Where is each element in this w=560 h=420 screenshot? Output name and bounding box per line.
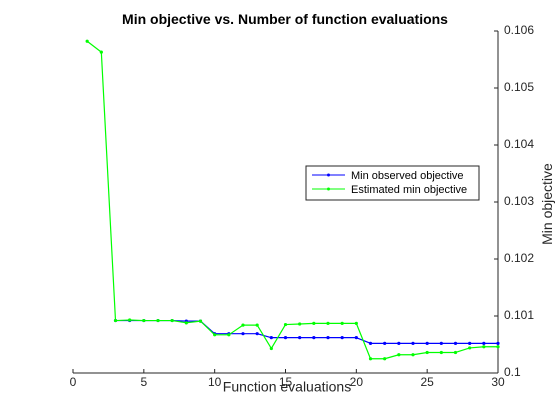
legend-marker-estimated-min	[327, 187, 330, 191]
x-tick-label-2: 10	[208, 375, 222, 389]
data-point-estimated-min-15	[298, 322, 302, 326]
data-point-estimated-min-26	[453, 350, 458, 355]
x-axis-label: Function evaluations	[223, 378, 351, 394]
y-tick-label-0: 0.1	[504, 365, 521, 379]
data-point-estimated-min-27	[468, 346, 472, 350]
data-point-estimated-min-6	[170, 318, 174, 323]
data-point-estimated-min-5	[156, 318, 160, 323]
y-axis-label: Min objective	[539, 163, 555, 245]
data-point-min-observed-11	[269, 336, 273, 340]
series-line-min-observed	[115, 319, 498, 344]
legend-box	[305, 165, 480, 201]
data-point-min-observed-21	[411, 341, 415, 345]
y-tick-label-6: 0.106	[504, 23, 534, 37]
data-point-estimated-min-13	[269, 346, 273, 351]
data-point-estimated-min-18	[340, 321, 344, 326]
data-point-estimated-min-17	[326, 321, 330, 326]
data-point-min-observed-18	[368, 341, 373, 345]
y-tick-label-4: 0.104	[504, 137, 534, 151]
data-point-min-observed-12	[283, 336, 288, 340]
data-point-estimated-min-3	[128, 318, 132, 322]
data-point-estimated-min-7	[184, 321, 188, 325]
data-point-min-observed-13	[298, 336, 302, 340]
series-line-estimated-min	[86, 40, 498, 360]
data-point-min-observed-9	[241, 332, 245, 336]
series-estimated-min	[85, 39, 500, 361]
data-point-estimated-min-14	[283, 322, 288, 327]
data-point-estimated-min-21	[383, 357, 387, 361]
data-point-estimated-min-8	[198, 319, 203, 323]
data-point-estimated-min-2	[113, 318, 118, 323]
data-point-estimated-min-23	[411, 353, 415, 357]
data-point-estimated-min-4	[142, 318, 146, 323]
y-tick-label-5: 0.105	[504, 80, 534, 94]
legend[interactable]: Min observed objective Estimated min obj…	[305, 165, 480, 201]
data-point-estimated-min-29	[496, 345, 500, 349]
y-tick-label-3: 0.103	[504, 194, 534, 208]
legend-marker-min-observed	[327, 173, 330, 177]
data-point-min-observed-16	[340, 336, 344, 340]
x-tick-label-6: 30	[491, 375, 505, 389]
x-tick-label-4: 20	[350, 375, 364, 389]
data-point-min-observed-25	[468, 341, 472, 345]
chart-title: Min objective vs. Number of function eva…	[122, 11, 448, 27]
data-point-estimated-min-25	[439, 350, 443, 355]
data-point-estimated-min-20	[368, 357, 373, 361]
data-point-min-observed-23	[439, 341, 443, 345]
x-ticks: 0 5 10 15 20 25 30	[70, 369, 505, 389]
data-point-min-observed-17	[354, 336, 358, 340]
data-point-estimated-min-16	[312, 321, 316, 326]
data-point-min-observed-10	[255, 332, 259, 336]
x-tick-label-5: 25	[420, 375, 434, 389]
data-point-estimated-min-10	[227, 333, 231, 337]
data-point-estimated-min-12	[255, 323, 259, 327]
data-point-estimated-min-24	[425, 350, 429, 355]
data-point-min-observed-26	[482, 341, 486, 345]
data-point-min-observed-15	[326, 336, 330, 340]
data-point-estimated-min-11	[241, 323, 245, 327]
data-point-estimated-min-19	[354, 321, 358, 326]
data-point-min-observed-14	[312, 336, 316, 340]
data-point-estimated-min-0	[85, 39, 89, 43]
data-point-estimated-min-22	[397, 353, 401, 357]
plot-area	[73, 31, 498, 373]
data-point-min-observed-24	[453, 341, 458, 345]
y-ticks: 0.1 0.101 0.102 0.103 0.104 0.105 0.106	[494, 23, 534, 379]
x-tick-label-0: 0	[70, 375, 77, 389]
legend-label-min-observed: Min observed objective	[351, 170, 464, 182]
data-point-min-observed-22	[425, 341, 429, 345]
data-point-min-observed-27	[496, 341, 500, 345]
data-point-estimated-min-28	[482, 345, 486, 349]
y-tick-label-2: 0.102	[504, 251, 534, 265]
data-point-estimated-min-9	[213, 333, 217, 337]
x-tick-label-1: 5	[140, 375, 147, 389]
legend-label-estimated-min: Estimated min objective	[351, 184, 467, 196]
data-point-min-observed-19	[383, 341, 387, 345]
x-tick-label-3: 15	[279, 375, 293, 389]
series-layer	[85, 39, 500, 361]
y-tick-label-1: 0.101	[504, 308, 534, 322]
data-point-estimated-min-1	[99, 50, 103, 54]
data-point-min-observed-20	[397, 341, 401, 345]
